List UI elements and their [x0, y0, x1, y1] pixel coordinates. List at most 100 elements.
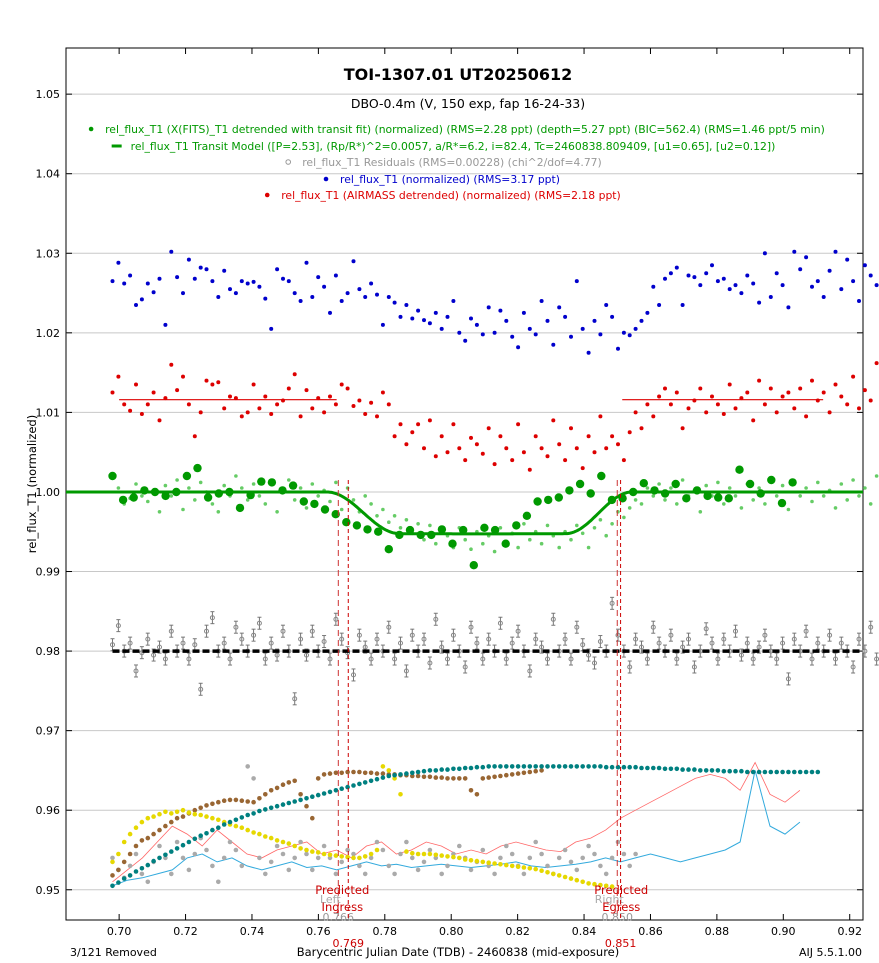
raw-point: [469, 316, 473, 321]
teal-point: [239, 815, 245, 820]
residual-point: [815, 640, 821, 646]
gray-point: [427, 847, 433, 853]
y-tick-label: 0.97: [36, 725, 61, 738]
airmass-point: [469, 435, 473, 440]
raw-point: [310, 295, 315, 299]
airmass-point: [786, 390, 791, 395]
raw-point: [245, 281, 250, 286]
airmass-point: [251, 382, 256, 387]
teal-point: [774, 769, 779, 775]
teal-point: [715, 768, 721, 773]
raw-point: [410, 316, 415, 321]
brown-point: [368, 770, 374, 776]
airmass-point: [616, 442, 620, 447]
yellow-point: [586, 881, 591, 886]
raw-point: [815, 279, 820, 284]
teal-point: [492, 764, 497, 769]
raw-point: [492, 330, 497, 335]
gray-point: [445, 863, 450, 869]
x-tick-label: 0.74: [240, 925, 265, 938]
teal-point: [116, 880, 121, 885]
teal-point: [756, 769, 762, 775]
airmass-point: [586, 434, 591, 439]
yellow-point: [474, 858, 480, 864]
binned-point: [374, 527, 383, 536]
residual-point: [409, 632, 415, 638]
raw-point: [504, 318, 509, 323]
yellow-point: [480, 859, 486, 865]
gray-point: [362, 871, 368, 877]
detrended-point: [240, 486, 244, 490]
detrended-point: [610, 522, 614, 526]
detrended-point: [140, 494, 144, 498]
teal-point: [180, 842, 186, 848]
teal-point: [797, 769, 803, 775]
raw-point: [210, 279, 215, 284]
detrended-point: [868, 502, 873, 506]
raw-point: [404, 303, 409, 307]
teal-point: [169, 849, 174, 854]
gray-point: [304, 851, 309, 857]
gray-point: [268, 859, 274, 865]
brown-point: [527, 769, 533, 775]
teal-point: [433, 768, 439, 773]
detrended-point: [863, 486, 867, 490]
airmass-point: [592, 450, 597, 455]
y-tick-labels: 0.95 0.96 0.97 0.98 0.99 1.00 1.01 1.02 1.03 1.04…: [36, 88, 61, 897]
yellow-point: [169, 811, 174, 816]
yellow-point: [110, 859, 115, 865]
residual-point: [186, 656, 192, 662]
yellow-point: [116, 851, 121, 857]
x-tick-label: 0.80: [439, 925, 464, 938]
detrended-point: [569, 537, 573, 542]
yellow-point: [210, 815, 215, 821]
teal-point: [621, 764, 627, 770]
detrended-point: [175, 478, 179, 482]
detrended-point: [116, 486, 121, 490]
raw-point: [233, 291, 238, 296]
teal-point: [803, 769, 809, 775]
binned-point: [363, 525, 372, 534]
teal-point: [145, 862, 151, 868]
data-series: [108, 249, 879, 889]
binned-point: [554, 493, 563, 502]
residual-point: [721, 636, 727, 642]
residual-point: [592, 660, 597, 666]
brown-point: [263, 792, 268, 797]
brown-point: [280, 782, 286, 787]
teal-point: [533, 764, 538, 769]
teal-point: [609, 764, 615, 770]
gray-point: [539, 851, 544, 857]
residual-point: [198, 686, 204, 692]
legend-marker: [323, 176, 329, 182]
residual-point: [650, 624, 656, 630]
airmass-point: [186, 402, 191, 407]
raw-point: [128, 273, 133, 278]
gray-point: [345, 847, 350, 853]
airmass-point: [527, 467, 532, 472]
marker-value: 0.766: [323, 911, 355, 924]
yellow-point: [368, 851, 374, 857]
raw-point: [616, 346, 620, 351]
residual-point: [627, 664, 633, 670]
binned-point: [257, 477, 266, 486]
binned-point: [352, 521, 362, 530]
teal-point: [809, 769, 815, 775]
gray-point: [621, 851, 627, 857]
raw-point: [398, 314, 403, 319]
detrended-point: [874, 474, 879, 478]
x-tick-label: 0.76: [306, 925, 331, 938]
teal-point: [762, 769, 768, 775]
binned-point: [437, 525, 447, 534]
teal-point: [633, 764, 638, 770]
raw-point: [604, 303, 609, 307]
gray-point: [339, 859, 345, 865]
detrended-point: [492, 549, 497, 554]
raw-point: [298, 299, 303, 303]
gray-point: [592, 851, 597, 857]
gray-point: [562, 847, 568, 853]
residual-point: [339, 636, 345, 642]
binned-point: [544, 495, 553, 505]
brown-point: [521, 770, 527, 776]
binned-point: [777, 498, 787, 508]
